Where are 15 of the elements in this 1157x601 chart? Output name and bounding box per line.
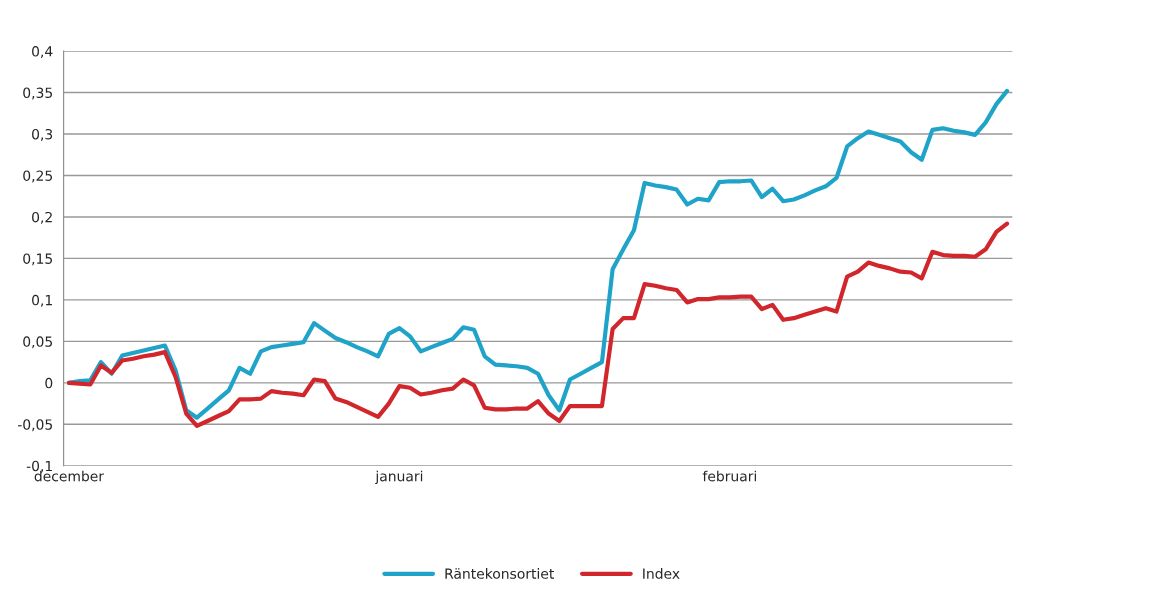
y-tick-label: 0,15 — [23, 253, 53, 266]
x-tick-label: januari — [375, 470, 423, 485]
y-tick-label: 0,25 — [23, 170, 53, 183]
x-tick-label: februari — [702, 470, 756, 482]
y-tick-label: 0,05 — [23, 336, 53, 349]
y-tick-label: -0,05 — [17, 419, 53, 432]
y-tick-label: 0,35 — [23, 87, 53, 100]
y-tick-label: 0,3 — [32, 128, 53, 141]
legend-label: Räntekonsortiet — [445, 568, 554, 579]
y-tick-label: 0,2 — [32, 211, 52, 224]
y-tick-label: 0,1 — [32, 294, 52, 307]
line-series — [66, 221, 1010, 429]
legend-label: Index — [643, 568, 680, 579]
y-tick-label: 0,4 — [32, 46, 53, 58]
y-tick-label: 0 — [45, 377, 53, 389]
